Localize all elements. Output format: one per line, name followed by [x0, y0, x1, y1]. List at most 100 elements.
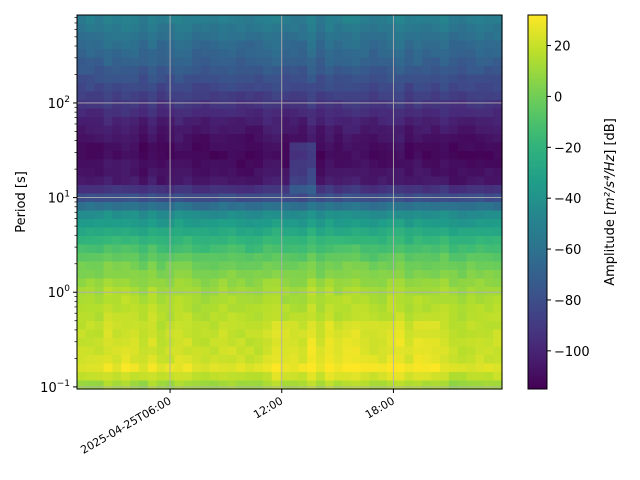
heatmap-cell: [475, 312, 485, 322]
heatmap-cell: [130, 185, 140, 195]
heatmap-cell: [360, 312, 370, 322]
heatmap-cell: [236, 168, 246, 178]
heatmap-cell: [448, 159, 459, 169]
heatmap-cell: [271, 15, 282, 25]
heatmap-cell: [351, 83, 361, 93]
heatmap-cell: [386, 380, 397, 390]
heatmap-cell: [280, 253, 291, 263]
heatmap-cell: [236, 210, 246, 220]
heatmap-cell: [475, 185, 485, 195]
heatmap-cell: [227, 83, 237, 93]
heatmap-cell: [333, 134, 344, 144]
heatmap-cell: [271, 287, 282, 297]
heatmap-cell: [307, 321, 317, 331]
heatmap-cell: [440, 338, 450, 348]
heatmap-cell: [77, 159, 87, 169]
heatmap-cell: [475, 304, 485, 314]
heatmap-cell: [94, 23, 105, 33]
heatmap-cell: [218, 108, 229, 118]
heatmap-cell: [183, 176, 193, 186]
heatmap-cell: [413, 142, 423, 152]
heatmap-cell: [138, 253, 149, 263]
heatmap-cell: [112, 202, 122, 212]
heatmap-cell: [484, 304, 494, 314]
heatmap-cell: [130, 134, 140, 144]
heatmap-cell: [200, 23, 211, 33]
heatmap-cell: [351, 338, 361, 348]
heatmap-cell: [466, 74, 477, 84]
heatmap-cell: [431, 100, 441, 110]
heatmap-cell: [413, 244, 423, 254]
heatmap-cell: [342, 253, 353, 263]
heatmap-cell: [209, 185, 220, 195]
heatmap-cell: [369, 176, 379, 186]
heatmap-cell: [192, 74, 202, 84]
heatmap-cell: [130, 346, 140, 356]
heatmap-cell: [466, 40, 477, 50]
heatmap-cell: [262, 372, 273, 382]
heatmap-cell: [484, 355, 494, 365]
colorbar: [527, 14, 548, 390]
heatmap-cell: [342, 168, 353, 178]
heatmap-cell: [209, 270, 220, 280]
heatmap-cell: [192, 355, 202, 365]
heatmap-cell: [333, 117, 344, 127]
heatmap-cell: [103, 176, 114, 186]
heatmap-cell: [245, 270, 255, 280]
heatmap-cell: [316, 91, 326, 101]
heatmap-cell: [448, 91, 459, 101]
heatmap-cell: [475, 219, 485, 229]
heatmap-cell: [138, 219, 149, 229]
heatmap-cell: [121, 287, 131, 297]
heatmap-cell: [271, 117, 282, 127]
heatmap-cell: [254, 49, 264, 59]
heatmap-cell: [112, 159, 122, 169]
heatmap-cell: [440, 125, 450, 135]
heatmap-cell: [254, 57, 264, 67]
heatmap-cell: [440, 270, 450, 280]
heatmap-cell: [289, 270, 299, 280]
heatmap-cell: [404, 15, 415, 25]
heatmap-cell: [431, 295, 441, 305]
heatmap-cell: [342, 151, 353, 161]
heatmap-cell: [94, 346, 105, 356]
heatmap-cell: [289, 278, 299, 288]
heatmap-cell: [466, 287, 477, 297]
heatmap-cell: [236, 270, 246, 280]
heatmap-cell: [289, 210, 299, 220]
heatmap-cell: [342, 134, 353, 144]
heatmap-cell: [218, 83, 229, 93]
heatmap-cell: [77, 83, 87, 93]
heatmap-cell: [271, 355, 282, 365]
heatmap-cell: [422, 261, 432, 271]
heatmap-cell: [183, 57, 193, 67]
heatmap-cell: [103, 244, 114, 254]
heatmap-cell: [289, 176, 299, 186]
heatmap-cell: [395, 346, 406, 356]
heatmap-cell: [147, 321, 158, 331]
heatmap-cell: [386, 346, 397, 356]
heatmap-cell: [333, 176, 344, 186]
heatmap-cell: [227, 312, 237, 322]
heatmap-cell: [121, 372, 131, 382]
heatmap-cell: [440, 253, 450, 263]
heatmap-cell: [183, 151, 193, 161]
heatmap-cell: [324, 83, 335, 93]
heatmap-cell: [422, 244, 432, 254]
heatmap-cell: [218, 142, 229, 152]
heatmap-cell: [254, 202, 264, 212]
heatmap-cell: [307, 49, 317, 59]
heatmap-cell: [192, 210, 202, 220]
heatmap-cell: [351, 91, 361, 101]
heatmap-cell: [254, 372, 264, 382]
heatmap-cell: [475, 66, 485, 76]
heatmap-cell: [466, 49, 477, 59]
heatmap-cell: [298, 270, 308, 280]
heatmap-cell: [466, 270, 477, 280]
heatmap-cell: [77, 278, 87, 288]
heatmap-cell: [448, 278, 459, 288]
heatmap-cell: [289, 168, 299, 178]
heatmap-cell: [448, 125, 459, 135]
heatmap-cell: [484, 372, 494, 382]
heatmap-cell: [351, 40, 361, 50]
